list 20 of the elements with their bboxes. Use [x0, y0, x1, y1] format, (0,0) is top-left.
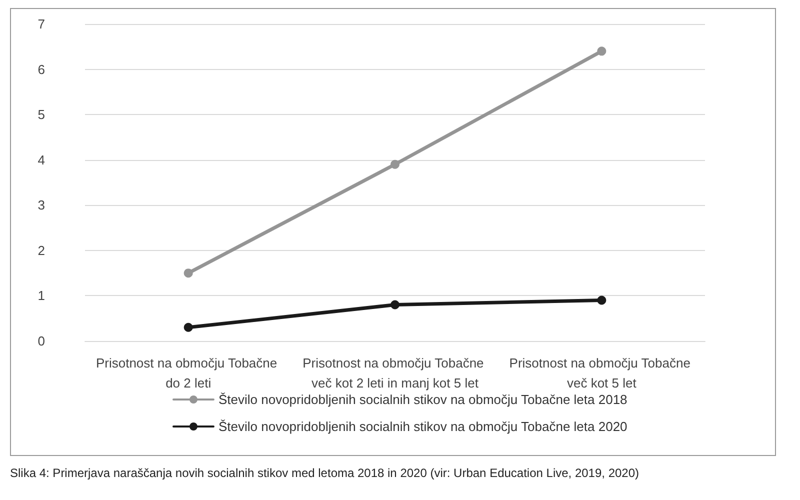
- legend-label: Število novopridobljenih socialnih stikov na območju Tobačne leta 2020: [218, 419, 628, 434]
- y-tick-label: 4: [38, 152, 45, 168]
- x-tick-label: Prisotnost na območju Tobačne do 2 leti: [96, 356, 281, 390]
- legend-label: Število novopridobljenih socialnih stikov na območju Tobačne leta 2018: [218, 392, 628, 407]
- point: [184, 322, 193, 332]
- text: Slika 4: Primerjava naraščanja novih socialnih stikov med letoma 2018 in 2020 (vir: Urban Education Live, 2019, 2020): [10, 466, 640, 480]
- point: [597, 296, 606, 305]
- y-tick-label: 0: [38, 334, 45, 348]
- point: [184, 268, 193, 278]
- x-tick-label: Prisotnost na območju Tobačne več kot 5 let: [509, 356, 694, 390]
- y-tick-label: 3: [38, 198, 45, 213]
- y-tick-label: 6: [38, 62, 45, 77]
- point: [597, 46, 606, 56]
- y-tick-label: 1: [38, 288, 45, 304]
- x-tick-label: Prisotnost na območju Tobačne več kot 2 leti in manj kot 5 let: [302, 356, 488, 390]
- y-tick-label: 5: [38, 107, 45, 122]
- point: [390, 160, 400, 169]
- point: [390, 300, 400, 310]
- y-tick-label: 2: [38, 242, 45, 258]
- y-tick-label: 7: [38, 16, 45, 32]
